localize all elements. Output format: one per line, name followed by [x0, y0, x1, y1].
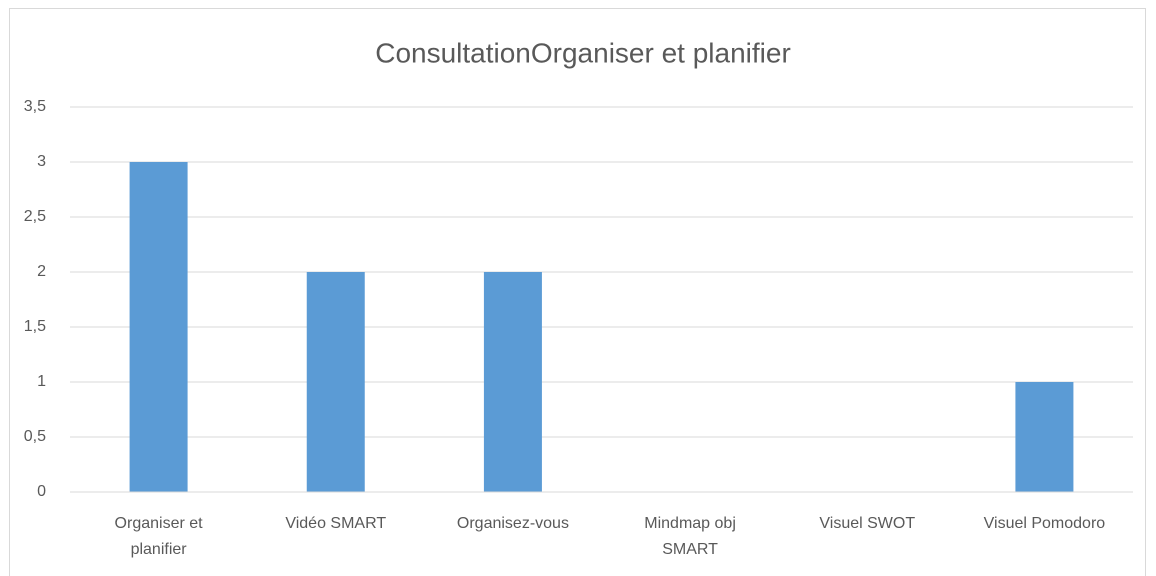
- y-tick-label: 2,5: [24, 208, 46, 225]
- x-tick-label: Visuel Pomodoro: [984, 515, 1106, 532]
- x-tick-label: Mindmap obj SMART: [644, 515, 736, 558]
- y-tick-label: 1,5: [24, 318, 46, 335]
- bar: [129, 162, 188, 492]
- chart-title: ConsultationOrganiser et planifier: [375, 37, 791, 68]
- x-tick-label: Organisez-vous: [457, 515, 569, 532]
- bar: [1015, 382, 1074, 492]
- y-tick-label: 0: [37, 483, 46, 500]
- y-tick-label: 1: [37, 373, 46, 390]
- x-tick-label: Vidéo SMART: [285, 515, 386, 532]
- bar: [483, 272, 542, 492]
- chart-border: [9, 8, 1146, 576]
- y-tick-label: 2: [37, 263, 46, 280]
- bar: [306, 272, 365, 492]
- x-tick-label: Visuel SWOT: [819, 515, 915, 532]
- x-tick-label: Organiser et planifier: [115, 515, 204, 558]
- y-tick-label: 3,5: [24, 98, 46, 115]
- y-tick-label: 3: [37, 153, 46, 170]
- y-tick-label: 0,5: [24, 428, 46, 445]
